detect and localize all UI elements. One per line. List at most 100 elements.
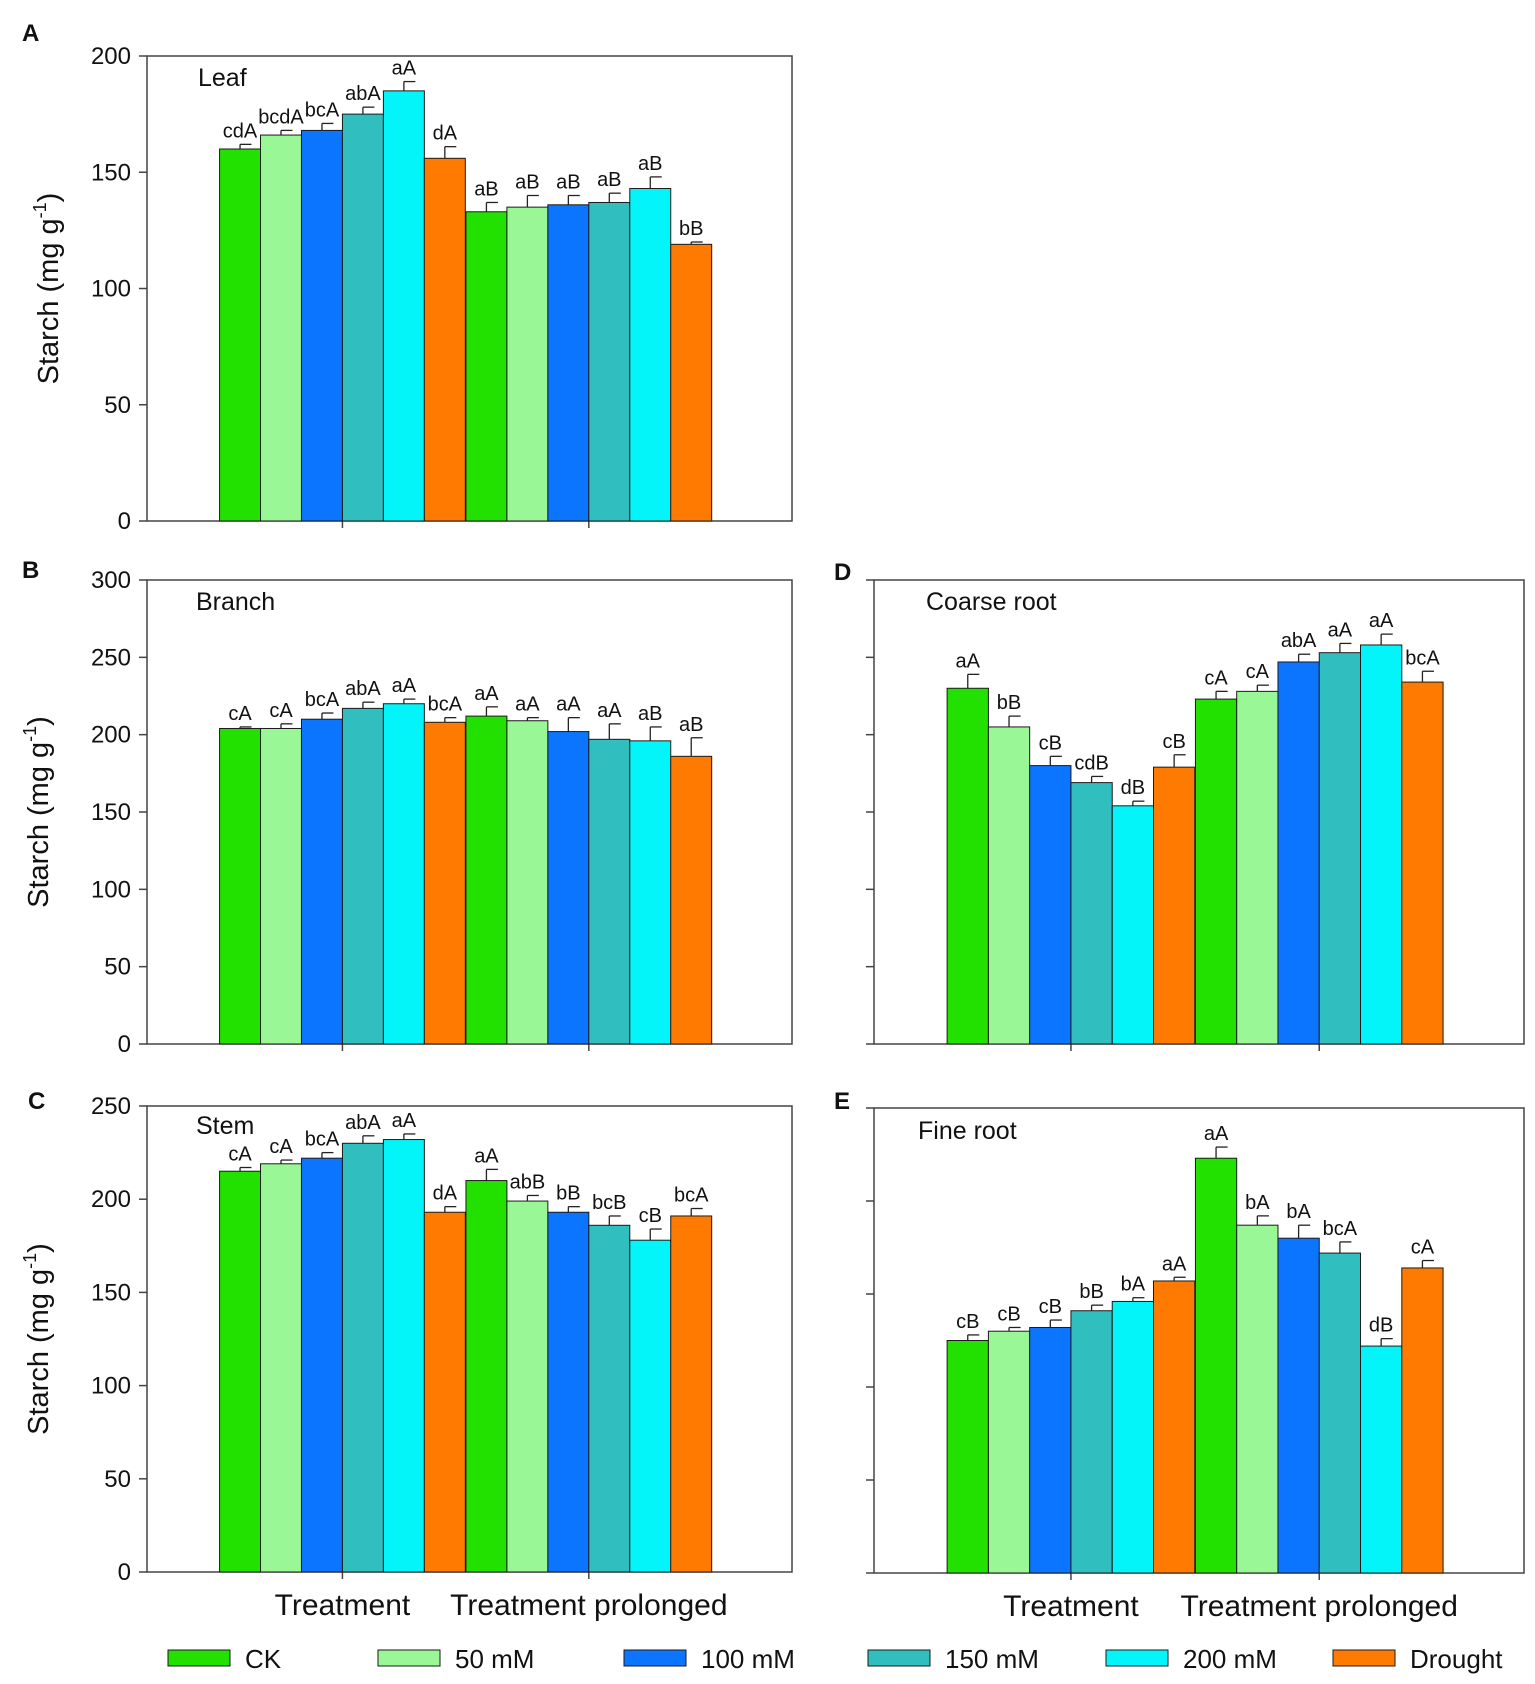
legend-label-3: 150 mM xyxy=(945,1644,1039,1674)
bar-d-0-0 xyxy=(946,687,989,1045)
bar-a-0-0 xyxy=(219,148,262,522)
y-axis-title-superscript: -1 xyxy=(20,1253,40,1269)
y-axis-title-close: ) xyxy=(23,1243,55,1253)
panel-letter: C xyxy=(28,1088,45,1115)
bar-c-0-3 xyxy=(341,1142,384,1573)
significance-label: cA xyxy=(1246,661,1270,683)
bar-e-0-2 xyxy=(1029,1326,1072,1574)
significance-label: cA xyxy=(1411,1237,1435,1259)
bar-c-0-0 xyxy=(219,1170,262,1573)
panel-letter: B xyxy=(22,557,39,584)
bar-a-1-1 xyxy=(506,206,549,522)
y-tick-label: 100 xyxy=(91,276,131,303)
bar-b-1-1 xyxy=(506,720,549,1045)
y-tick-label: 0 xyxy=(118,508,131,535)
significance-label: aA xyxy=(1369,610,1394,632)
bar-e-1-0 xyxy=(1194,1157,1238,1574)
y-tick-label: 150 xyxy=(91,159,131,186)
significance-label: cdA xyxy=(223,120,258,142)
bar-a-1-0 xyxy=(465,211,508,522)
significance-label: aB xyxy=(597,169,621,191)
group-label-e-1: Treatment prolonged xyxy=(1181,1590,1458,1623)
legend-swatch-3 xyxy=(867,1649,931,1667)
y-tick-label: 100 xyxy=(91,1373,131,1400)
significance-label: cA xyxy=(269,1136,293,1158)
bar-d-1-4 xyxy=(1360,644,1403,1045)
significance-label: dA xyxy=(433,123,458,145)
legend-label-1: 50 mM xyxy=(455,1644,534,1674)
panel-title: Branch xyxy=(196,588,275,616)
significance-label: aA xyxy=(474,683,499,705)
bar-a-0-4 xyxy=(382,90,425,522)
legend-swatch-4 xyxy=(1105,1649,1169,1667)
bar-c-1-4 xyxy=(629,1239,672,1573)
significance-label: aA xyxy=(556,694,581,716)
legend-swatch-5 xyxy=(1332,1649,1396,1667)
significance-label: aA xyxy=(956,650,981,672)
panel-b: B 0 50 100 150 200 250 300 Starch (mg g-1) Branch… xyxy=(20,557,793,1058)
bar-e-1-5 xyxy=(1401,1267,1444,1574)
bar-d-0-5 xyxy=(1153,766,1196,1045)
significance-label: bcdA xyxy=(258,106,304,128)
y-tick-label: 0 xyxy=(118,1559,131,1586)
significance-label: aA xyxy=(392,675,417,697)
significance-label: bcA xyxy=(1323,1218,1358,1240)
significance-label: aA xyxy=(1204,1123,1229,1145)
panel-letter: A xyxy=(22,20,39,47)
panel-letter: E xyxy=(834,1088,850,1115)
group-axis-labels: Treatment Treatment prolonged Treatment Tre… xyxy=(275,1589,1458,1623)
y-axis-title-close: ) xyxy=(23,716,55,726)
panel-letter: D xyxy=(834,559,851,586)
bar-a-1-4 xyxy=(629,188,672,522)
significance-label: aA xyxy=(392,1110,417,1132)
bar-a-1-2 xyxy=(547,204,590,522)
bar-d-1-1 xyxy=(1236,690,1279,1045)
significance-label: cB xyxy=(997,1303,1020,1325)
bar-d-1-0 xyxy=(1194,698,1238,1045)
bar-e-0-3 xyxy=(1070,1310,1113,1574)
significance-label: aA xyxy=(515,694,540,716)
bar-d-1-2 xyxy=(1277,661,1320,1045)
bar-c-0-5 xyxy=(423,1211,466,1573)
legend-label-5: Drought xyxy=(1410,1644,1503,1674)
significance-label: dB xyxy=(1369,1315,1393,1337)
significance-label: dB xyxy=(1121,777,1145,799)
significance-label: cA xyxy=(228,1144,252,1166)
legend-label-0: CK xyxy=(245,1644,282,1674)
y-axis-title-superscript: -1 xyxy=(20,726,40,742)
significance-label: bB xyxy=(997,692,1021,714)
significance-label: abA xyxy=(345,678,381,700)
panel-title: Coarse root xyxy=(926,588,1057,616)
group-label-e-0: Treatment xyxy=(1003,1590,1139,1623)
significance-label: aA xyxy=(1162,1253,1187,1275)
significance-label: bcB xyxy=(592,1192,626,1214)
bar-b-1-5 xyxy=(670,755,713,1045)
legend-label-4: 200 mM xyxy=(1183,1644,1277,1674)
legend-swatch-0 xyxy=(167,1649,231,1667)
bar-b-0-2 xyxy=(300,718,343,1045)
significance-label: abA xyxy=(345,83,381,105)
bar-b-0-4 xyxy=(382,703,425,1045)
bar-c-0-1 xyxy=(260,1163,302,1573)
bar-d-1-3 xyxy=(1318,652,1362,1045)
bar-b-0-3 xyxy=(341,707,384,1045)
significance-label: aA xyxy=(1328,619,1353,641)
y-tick-label: 50 xyxy=(104,392,131,419)
significance-label: aB xyxy=(556,172,580,194)
bar-b-1-3 xyxy=(588,738,631,1045)
significance-label: cB xyxy=(956,1311,979,1333)
bar-b-1-2 xyxy=(547,731,590,1045)
bar-c-1-3 xyxy=(588,1224,631,1573)
significance-label: aA xyxy=(597,700,622,722)
y-axis-title-superscript: -1 xyxy=(30,202,50,218)
bar-d-0-2 xyxy=(1029,765,1072,1045)
bar-e-0-5 xyxy=(1153,1280,1196,1574)
y-axis-title-close: ) xyxy=(33,193,65,203)
bar-c-0-2 xyxy=(300,1157,343,1573)
significance-label: cA xyxy=(228,703,252,725)
y-tick-label: 250 xyxy=(91,1093,131,1120)
